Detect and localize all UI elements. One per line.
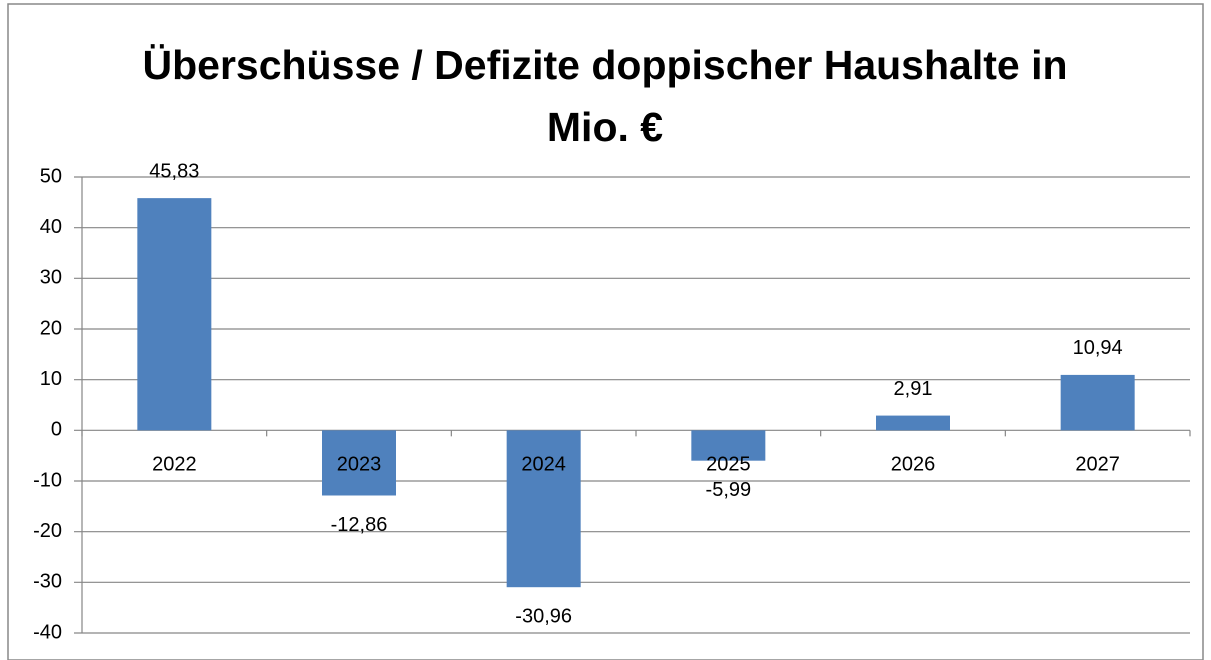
x-tick-label: 2025 (706, 454, 751, 476)
y-tick-label: -10 (33, 469, 62, 491)
y-tick-label: 0 (51, 419, 62, 441)
y-tick-label: 50 (40, 165, 62, 187)
y-tick-label: -30 (33, 571, 62, 593)
bar (876, 415, 950, 431)
value-label: -30,96 (515, 605, 572, 627)
value-label: 2,91 (894, 378, 933, 400)
bar (506, 430, 581, 588)
bar (691, 430, 766, 461)
bar (137, 198, 212, 431)
value-label: -5,99 (706, 479, 752, 501)
y-tick-label: 40 (40, 216, 62, 238)
y-tick-label: 30 (40, 267, 62, 289)
x-tick-label: 2022 (152, 454, 197, 476)
y-tick-label: -40 (33, 621, 62, 643)
bar (1060, 374, 1135, 431)
chart-border (7, 3, 1204, 660)
x-tick-label: 2024 (521, 454, 566, 476)
value-label: 10,94 (1073, 337, 1123, 359)
bar (322, 430, 396, 496)
y-tick-label: 20 (40, 317, 62, 339)
y-tick-label: 10 (40, 368, 62, 390)
value-label: -12,86 (331, 514, 388, 536)
x-tick-label: 2027 (1075, 454, 1120, 476)
y-tick-label: -20 (33, 520, 62, 542)
x-tick-label: 2026 (891, 454, 936, 476)
chart-title: Überschüsse / Defizite doppischer Hausha… (142, 42, 1068, 150)
value-label: 45,83 (149, 160, 199, 182)
x-tick-label: 2023 (337, 454, 382, 476)
